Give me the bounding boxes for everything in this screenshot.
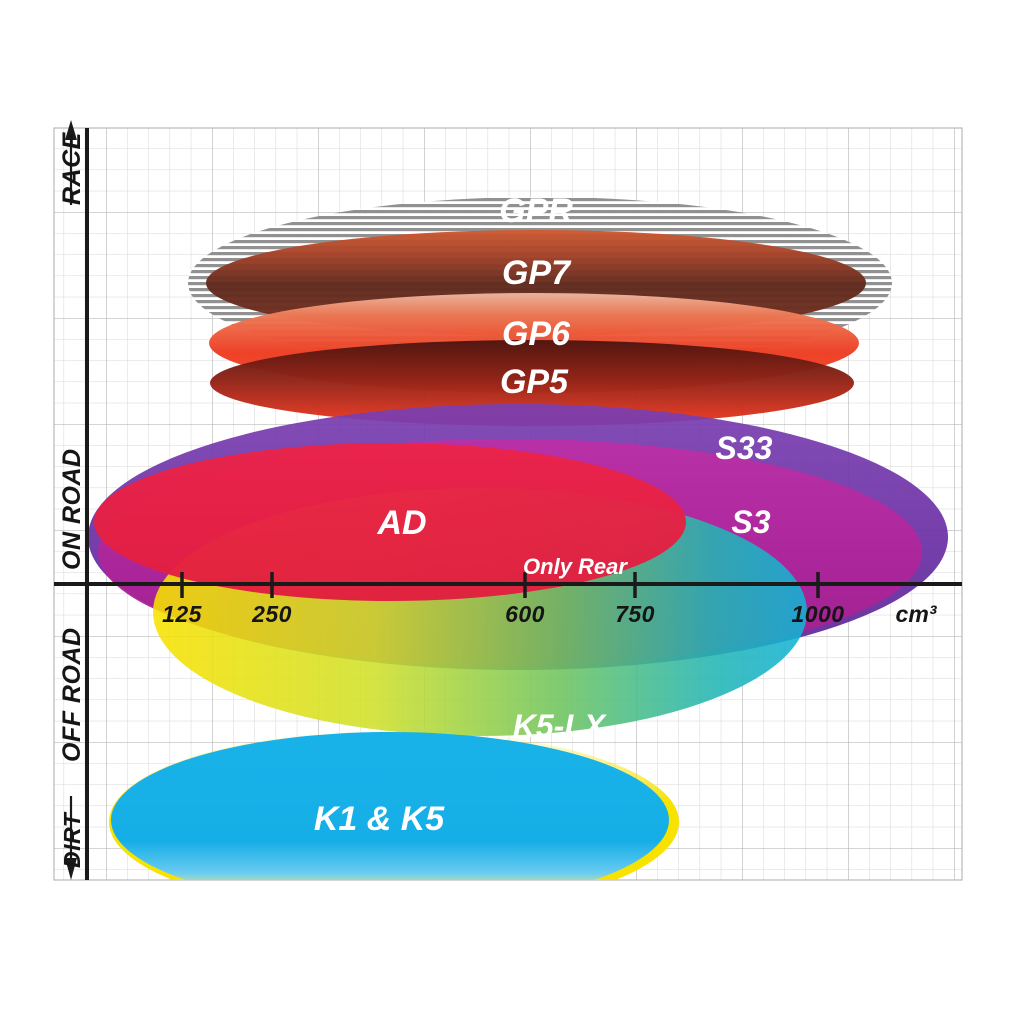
dirt-down-arrow-icon <box>65 796 77 880</box>
x-axis-tick-labels: 125 250 600 750 1000 cm³ <box>162 601 938 627</box>
race-up-arrow-icon <box>65 120 77 205</box>
annotation-only-rear: Only Rear <box>523 554 628 579</box>
x-tick-label-750: 750 <box>615 601 655 627</box>
blob-k1k5[interactable] <box>109 730 679 914</box>
blob-labels: GPR GP7 GP6 GP5 S33 S3 AD Only Rear K5-L… <box>314 192 773 838</box>
blob-layer <box>88 197 948 914</box>
blob-label-k5lx: K5-LX <box>513 708 607 744</box>
x-tick-label-1000: 1000 <box>791 601 844 627</box>
x-axis-unit-label: cm³ <box>896 601 938 627</box>
y-label-on-road: ON ROAD <box>58 448 86 570</box>
blob-label-k1k5: K1 & K5 <box>314 800 445 838</box>
x-tick-label-250: 250 <box>251 601 292 627</box>
y-label-race: RACE <box>58 131 86 205</box>
y-axis-category-labels: RACE ON ROAD OFF ROAD DIRT <box>58 131 86 868</box>
blob-label-s3: S3 <box>731 504 770 540</box>
x-tick-label-600: 600 <box>505 601 545 627</box>
blob-label-s33: S33 <box>716 430 773 466</box>
blob-label-gp6: GP6 <box>502 315 571 353</box>
blob-label-gpr: GPR <box>499 192 573 230</box>
blob-ad[interactable] <box>94 443 686 601</box>
blob-gp5[interactable] <box>210 340 854 426</box>
blob-label-gp5: GP5 <box>500 363 569 401</box>
blob-label-ad: AD <box>376 504 426 542</box>
axes <box>54 120 962 880</box>
y-label-dirt: DIRT <box>59 811 85 868</box>
x-tick-label-125: 125 <box>162 601 203 627</box>
y-label-off-road: OFF ROAD <box>58 627 86 762</box>
blob-label-gp7: GP7 <box>502 254 572 292</box>
